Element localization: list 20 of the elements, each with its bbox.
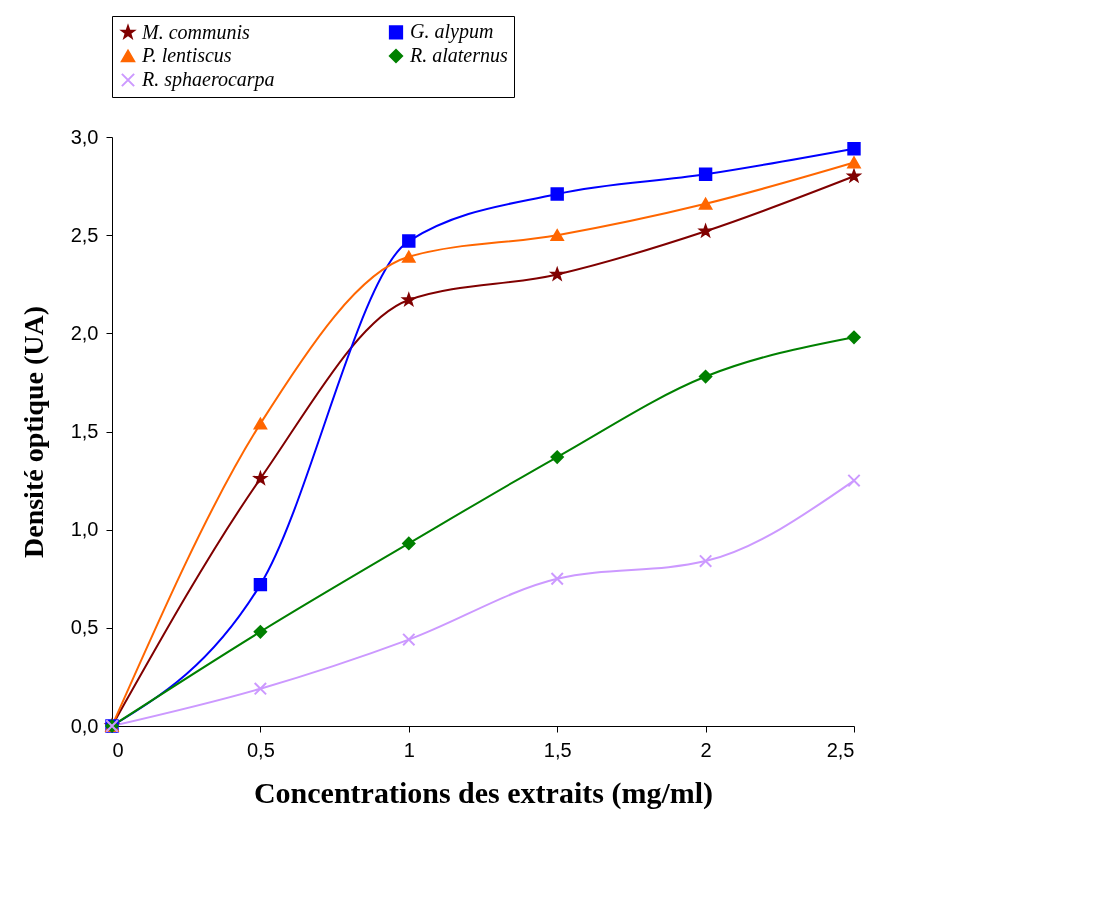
legend-label: P. lentiscus xyxy=(141,44,232,66)
x-tick-label: 0,5 xyxy=(246,738,275,761)
x-axis-title: Concentrations des extraits (mg/ml) xyxy=(253,775,714,810)
legend-label: G. alypum xyxy=(410,20,494,44)
y-tick-label: 2,5 xyxy=(70,223,99,246)
legend-label: R. sphaerocarpa xyxy=(141,68,275,91)
legend-label: R. alaternus xyxy=(409,44,508,66)
legend-label: M. communis xyxy=(141,20,250,43)
x-tick-label: 0 xyxy=(112,738,124,761)
y-tick-label: 3,0 xyxy=(70,125,99,148)
y-tick-label: 1,5 xyxy=(70,420,99,442)
x-tick-label: 2 xyxy=(700,738,712,761)
y-tick-label: 1,0 xyxy=(70,518,99,541)
y-tick-label: 0,5 xyxy=(70,616,99,639)
y-axis-title: Densité optique (UA) xyxy=(17,306,49,558)
x-tick-label: 2,5 xyxy=(826,738,855,761)
x-tick-label: 1 xyxy=(403,738,415,761)
y-tick-label: 0,0 xyxy=(70,714,99,737)
x-tick-label: 1,5 xyxy=(543,738,572,761)
y-tick-label: 2,0 xyxy=(70,321,99,344)
